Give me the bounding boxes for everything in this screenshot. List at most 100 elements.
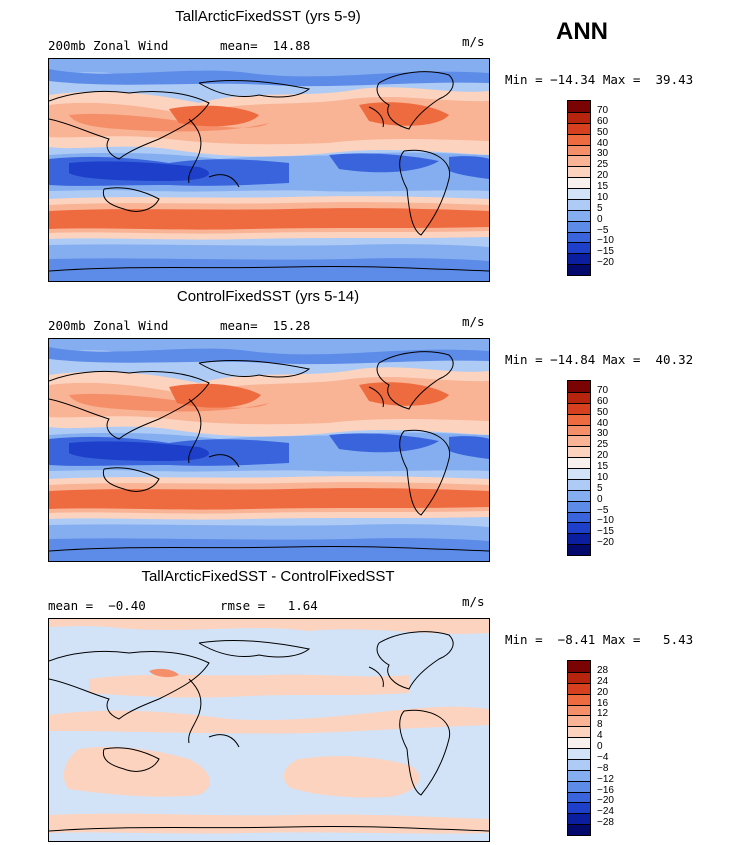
colorbar-swatch [568, 693, 590, 705]
colorbar-tick-label: −20 [597, 257, 614, 269]
colorbar-swatch [568, 111, 590, 123]
colorbar-swatch [568, 533, 590, 545]
panel-2-minmax: Min = −14.84 Max = 40.32 [505, 352, 694, 367]
colorbar-swatch [568, 758, 590, 770]
colorbar-swatch [568, 133, 590, 145]
colorbar-swatch [568, 122, 590, 134]
colorbar-tick-label: 30 [597, 428, 609, 440]
colorbar-swatch [568, 780, 590, 792]
colorbar-swatch [568, 188, 590, 199]
colorbar-swatch [568, 435, 590, 447]
colorbar-swatch [568, 424, 590, 436]
colorbar-swatch [568, 824, 590, 835]
colorbar-swatch [568, 381, 590, 392]
colorbar-tick-label: −10 [597, 235, 614, 247]
colorbar-tick-label: −15 [597, 526, 614, 538]
panel-2-title: ControlFixedSST (yrs 5-14) [176, 288, 360, 305]
colorbar-tick-label: 15 [597, 461, 609, 472]
colorbar-swatch [568, 522, 590, 534]
colorbar-tick-label: 20 [597, 170, 609, 182]
colorbar-swatch [568, 500, 590, 512]
colorbar-tick-label: 0 [597, 741, 603, 752]
colorbar-tick-label: 12 [597, 708, 609, 720]
panel-3-mean: mean = −0.40 [48, 598, 146, 613]
colorbar-tick-label: 5 [597, 482, 603, 494]
colorbar-swatch [568, 391, 590, 403]
colorbar-swatch [568, 737, 590, 748]
colorbar-tick-label: 40 [597, 137, 609, 149]
colorbar-swatch [568, 726, 590, 738]
colorbar-tick-label: 20 [597, 686, 609, 698]
colorbar-tick-label: 20 [597, 450, 609, 462]
colorbar-tick-label: −4 [597, 751, 609, 763]
panel-2-colorbar [567, 380, 591, 556]
colorbar-tick-label: 25 [597, 439, 609, 451]
panel-2-variable-label: 200mb Zonal Wind [48, 318, 169, 333]
colorbar-tick-label: 50 [597, 406, 609, 418]
colorbar-swatch [568, 813, 590, 825]
colorbar-tick-label: −15 [597, 246, 614, 258]
panel-1-title: TallArcticFixedSST (yrs 5-9) [175, 8, 361, 25]
colorbar-tick-label: 8 [597, 719, 603, 731]
colorbar-tick-label: 24 [597, 675, 609, 687]
colorbar-swatch [568, 101, 590, 112]
panel-2-map [48, 338, 490, 562]
colorbar-swatch [568, 468, 590, 479]
panel-3-unit: m/s [462, 594, 485, 609]
colorbar-swatch [568, 144, 590, 156]
colorbar-tick-label: 60 [597, 395, 609, 407]
panel-3-minmax: Min = −8.41 Max = 5.43 [505, 632, 694, 647]
colorbar-tick-label: −20 [597, 795, 614, 807]
colorbar-swatch [568, 242, 590, 254]
colorbar-tick-label: 10 [597, 471, 609, 483]
colorbar-swatch [568, 715, 590, 727]
colorbar-tick-label: 50 [597, 126, 609, 138]
colorbar-tick-label: 28 [597, 664, 609, 676]
colorbar-tick-label: −28 [597, 817, 614, 829]
colorbar-tick-label: −16 [597, 784, 614, 796]
colorbar-swatch [568, 661, 590, 672]
colorbar-tick-label: 40 [597, 417, 609, 429]
colorbar-swatch [568, 198, 590, 210]
colorbar-tick-label: 4 [597, 730, 603, 742]
panel-3-map [48, 618, 490, 842]
colorbar-tick-label: 60 [597, 115, 609, 127]
colorbar-swatch [568, 682, 590, 694]
colorbar-tick-label: 25 [597, 159, 609, 171]
colorbar-swatch [568, 769, 590, 781]
panel-2-unit: m/s [462, 314, 485, 329]
colorbar-tick-label: 15 [597, 181, 609, 192]
colorbar-swatch [568, 544, 590, 555]
colorbar-swatch [568, 220, 590, 232]
colorbar-tick-label: 30 [597, 148, 609, 160]
panel-1-colorbar [567, 100, 591, 276]
colorbar-tick-label: 70 [597, 104, 609, 116]
colorbar-swatch [568, 704, 590, 716]
colorbar-swatch [568, 402, 590, 414]
panel-3-colorbar [567, 660, 591, 836]
colorbar-swatch [568, 748, 590, 759]
season-label: ANN [556, 18, 608, 45]
colorbar-swatch [568, 791, 590, 803]
colorbar-swatch [568, 264, 590, 275]
colorbar-swatch [568, 489, 590, 501]
colorbar-swatch [568, 413, 590, 425]
colorbar-tick-label: 10 [597, 191, 609, 203]
panel-1-mean: mean= 14.88 [220, 38, 311, 53]
panel-1-minmax: Min = −14.34 Max = 39.43 [505, 72, 694, 87]
colorbar-tick-label: −20 [597, 537, 614, 549]
colorbar-tick-label: −12 [597, 773, 614, 785]
colorbar-tick-label: −5 [597, 224, 609, 236]
colorbar-tick-label: 0 [597, 213, 603, 225]
colorbar-swatch [568, 511, 590, 523]
colorbar-swatch [568, 446, 590, 458]
colorbar-tick-label: 0 [597, 493, 603, 505]
colorbar-swatch [568, 155, 590, 167]
colorbar-tick-label: −5 [597, 504, 609, 516]
panel-3-rmse: rmse = 1.64 [220, 598, 318, 613]
colorbar-swatch [568, 478, 590, 490]
colorbar-tick-label: −10 [597, 515, 614, 527]
colorbar-tick-label: −8 [597, 762, 609, 774]
colorbar-swatch [568, 802, 590, 814]
colorbar-swatch [568, 253, 590, 265]
